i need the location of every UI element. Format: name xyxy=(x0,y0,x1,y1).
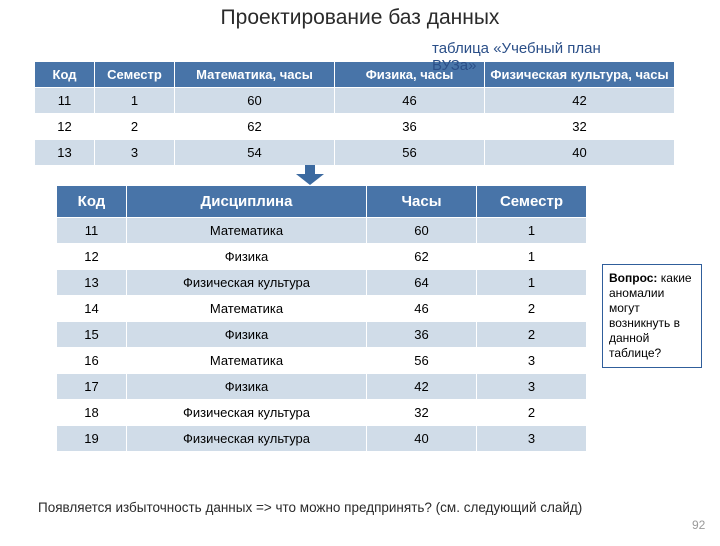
table-cell: 36 xyxy=(367,322,477,348)
table-cell: 32 xyxy=(367,400,477,426)
table-cell: Физика xyxy=(127,322,367,348)
table-cell: 60 xyxy=(367,218,477,244)
table-top: КодСеместрМатематика, часыФизика, часыФи… xyxy=(34,61,675,166)
footnote-text: Появляется избыточность данных => что мо… xyxy=(38,500,658,515)
table-cell: 42 xyxy=(367,374,477,400)
table-cell: 36 xyxy=(335,114,485,140)
table-row: 14Математика462 xyxy=(57,296,587,322)
table-cell: 32 xyxy=(485,114,675,140)
table-cell: 17 xyxy=(57,374,127,400)
table-cell: 2 xyxy=(477,322,587,348)
column-header: Математика, часы xyxy=(175,62,335,88)
table-cell: Математика xyxy=(127,218,367,244)
table-cell: 1 xyxy=(477,218,587,244)
table-cell: 3 xyxy=(477,426,587,452)
table-cell: 13 xyxy=(35,140,95,166)
table-cell: 60 xyxy=(175,88,335,114)
table-cell: 1 xyxy=(477,270,587,296)
table-cell: 40 xyxy=(485,140,675,166)
table-cell: 16 xyxy=(57,348,127,374)
column-header: Семестр xyxy=(477,186,587,218)
table-cell: 14 xyxy=(57,296,127,322)
table-cell: 54 xyxy=(175,140,335,166)
table-cell: Математика xyxy=(127,348,367,374)
question-label: Вопрос: xyxy=(609,271,657,285)
table-cell: 3 xyxy=(477,374,587,400)
column-header: Код xyxy=(35,62,95,88)
table-cell: 64 xyxy=(367,270,477,296)
table-cell: 56 xyxy=(335,140,485,166)
table-cell: 56 xyxy=(367,348,477,374)
table-cell: 15 xyxy=(57,322,127,348)
table-row: 18Физическая культура322 xyxy=(57,400,587,426)
table-row: 12Физика621 xyxy=(57,244,587,270)
table-cell: 2 xyxy=(477,400,587,426)
table-cell: 1 xyxy=(477,244,587,270)
arrow-down-icon xyxy=(296,165,324,185)
column-header: Дисциплина xyxy=(127,186,367,218)
table-cell: 2 xyxy=(95,114,175,140)
table-cell: 19 xyxy=(57,426,127,452)
table-cell: Физика xyxy=(127,374,367,400)
table-cell: 62 xyxy=(367,244,477,270)
table-cell: Математика xyxy=(127,296,367,322)
table-row: 122623632 xyxy=(35,114,675,140)
table-row: 111604642 xyxy=(35,88,675,114)
table-cell: 2 xyxy=(477,296,587,322)
table-row: 16Математика563 xyxy=(57,348,587,374)
table-cell: 13 xyxy=(57,270,127,296)
table-cell: 42 xyxy=(485,88,675,114)
column-header: Семестр xyxy=(95,62,175,88)
table-cell: Физическая культура xyxy=(127,400,367,426)
table-caption: таблица «Учебный план ВУЗа» xyxy=(432,40,632,74)
table-row: 19Физическая культура403 xyxy=(57,426,587,452)
table-bottom-wrap: КодДисциплинаЧасыСеместр11Математика6011… xyxy=(56,185,587,452)
question-callout: Вопрос: какие аномалии могут возникнуть … xyxy=(602,264,702,368)
table-cell: 46 xyxy=(335,88,485,114)
table-cell: 3 xyxy=(477,348,587,374)
table-row: 15Физика362 xyxy=(57,322,587,348)
table-cell: 62 xyxy=(175,114,335,140)
table-row: 13Физическая культура641 xyxy=(57,270,587,296)
table-row: 11Математика601 xyxy=(57,218,587,244)
column-header: Часы xyxy=(367,186,477,218)
table-cell: 12 xyxy=(57,244,127,270)
table-cell: 46 xyxy=(367,296,477,322)
table-row: 17Физика423 xyxy=(57,374,587,400)
table-cell: 3 xyxy=(95,140,175,166)
table-top-wrap: КодСеместрМатематика, часыФизика, часыФи… xyxy=(34,61,675,166)
table-cell: 18 xyxy=(57,400,127,426)
table-cell: 40 xyxy=(367,426,477,452)
table-cell: 1 xyxy=(95,88,175,114)
table-cell: 12 xyxy=(35,114,95,140)
table-bottom: КодДисциплинаЧасыСеместр11Математика6011… xyxy=(56,185,587,452)
table-cell: 11 xyxy=(35,88,95,114)
page-number: 92 xyxy=(692,518,705,532)
slide-title: Проектирование баз данных xyxy=(0,6,720,30)
table-cell: Физика xyxy=(127,244,367,270)
table-cell: 11 xyxy=(57,218,127,244)
table-cell: Физическая культура xyxy=(127,270,367,296)
column-header: Код xyxy=(57,186,127,218)
table-row: 133545640 xyxy=(35,140,675,166)
table-cell: Физическая культура xyxy=(127,426,367,452)
